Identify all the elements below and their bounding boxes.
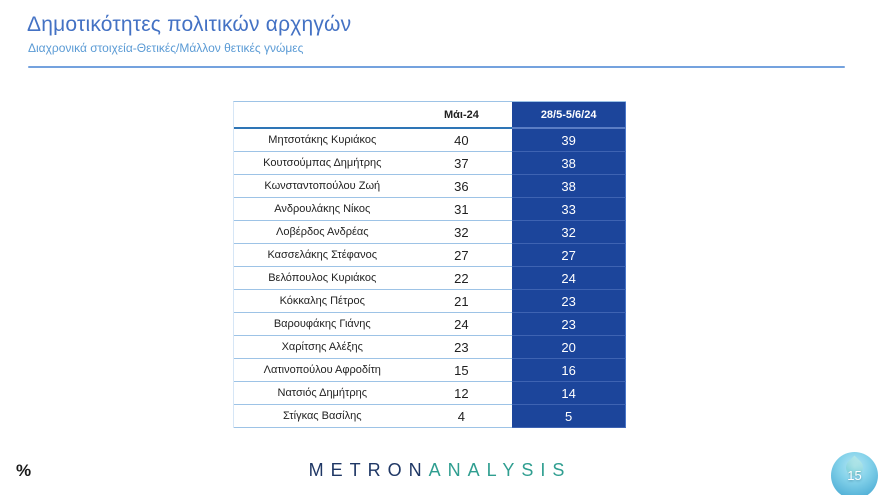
page-number: 15 xyxy=(847,468,862,483)
table-header-row: Μάι-24 28/5-5/6/24 xyxy=(234,102,626,129)
may24-value: 4 xyxy=(410,405,513,428)
table-row: Λοβέρδος Ανδρέας 32 32 xyxy=(234,221,626,244)
table-row: Νατσιός Δημήτρης 12 14 xyxy=(234,382,626,405)
jun24-value: 32 xyxy=(512,221,626,244)
may24-value: 31 xyxy=(410,198,513,221)
leader-name: Μητσοτάκης Κυριάκος xyxy=(234,129,411,152)
table-row: Ανδρουλάκης Νίκος 31 33 xyxy=(234,198,626,221)
table-row: Μητσοτάκης Κυριάκος 40 39 xyxy=(234,129,626,152)
leader-name: Στίγκας Βασίλης xyxy=(234,405,411,428)
page-subtitle: Διαχρονικά στοιχεία-Θετικές/Μάλλον θετικ… xyxy=(28,41,304,55)
leader-name: Βαρουφάκης Γιάνης xyxy=(234,313,411,336)
jun24-value: 24 xyxy=(512,267,626,290)
may24-value: 32 xyxy=(410,221,513,244)
table-row: Λατινοπούλου Αφροδίτη 15 16 xyxy=(234,359,626,382)
jun24-value: 23 xyxy=(512,290,626,313)
percent-label: % xyxy=(16,461,32,480)
may24-value: 36 xyxy=(410,175,513,198)
may24-value: 23 xyxy=(410,336,513,359)
jun24-value: 20 xyxy=(512,336,626,359)
may24-value: 27 xyxy=(410,244,513,267)
jun24-value: 38 xyxy=(512,152,626,175)
leader-name: Νατσιός Δημήτρης xyxy=(234,382,411,405)
may24-value: 22 xyxy=(410,267,513,290)
page-number-badge: 15 xyxy=(831,452,878,495)
jun24-value: 27 xyxy=(512,244,626,267)
leader-name: Κασσελάκης Στέφανος xyxy=(234,244,411,267)
metron-analysis-logo: METRONANALYSIS xyxy=(0,460,880,481)
leader-name: Κουτσούμπας Δημήτρης xyxy=(234,152,411,175)
table-row: Βαρουφάκης Γιάνης 24 23 xyxy=(234,313,626,336)
leader-name: Κόκκαλης Πέτρος xyxy=(234,290,411,313)
table-row: Κασσελάκης Στέφανος 27 27 xyxy=(234,244,626,267)
table-row: Χαρίτσης Αλέξης 23 20 xyxy=(234,336,626,359)
table-row: Κωνσταντοπούλου Ζωή 36 38 xyxy=(234,175,626,198)
may24-value: 24 xyxy=(410,313,513,336)
table-row: Κουτσούμπας Δημήτρης 37 38 xyxy=(234,152,626,175)
jun24-value: 39 xyxy=(512,129,626,152)
jun24-value: 5 xyxy=(512,405,626,428)
leader-name: Λατινοπούλου Αφροδίτη xyxy=(234,359,411,382)
title-divider xyxy=(28,66,845,68)
column-header-may24: Μάι-24 xyxy=(410,102,513,129)
may24-value: 21 xyxy=(410,290,513,313)
column-header-empty xyxy=(234,102,411,129)
may24-value: 40 xyxy=(410,129,513,152)
leader-name: Λοβέρδος Ανδρέας xyxy=(234,221,411,244)
table-row: Κόκκαλης Πέτρος 21 23 xyxy=(234,290,626,313)
jun24-value: 16 xyxy=(512,359,626,382)
table-row: Στίγκας Βασίλης 4 5 xyxy=(234,405,626,428)
logo-analysis-text: ANALYSIS xyxy=(428,460,572,480)
jun24-value: 38 xyxy=(512,175,626,198)
logo-metron-text: METRON xyxy=(308,460,429,480)
leader-name: Χαρίτσης Αλέξης xyxy=(234,336,411,359)
column-header-jun24: 28/5-5/6/24 xyxy=(512,102,626,129)
may24-value: 37 xyxy=(410,152,513,175)
may24-value: 12 xyxy=(410,382,513,405)
page-title: Δημοτικότητες πολιτικών αρχηγών xyxy=(27,13,352,36)
leader-name: Βελόπουλος Κυριάκος xyxy=(234,267,411,290)
popularity-table: Μάι-24 28/5-5/6/24 Μητσοτάκης Κυριάκος 4… xyxy=(233,101,626,428)
leader-name: Ανδρουλάκης Νίκος xyxy=(234,198,411,221)
jun24-value: 23 xyxy=(512,313,626,336)
leader-name: Κωνσταντοπούλου Ζωή xyxy=(234,175,411,198)
table-row: Βελόπουλος Κυριάκος 22 24 xyxy=(234,267,626,290)
jun24-value: 14 xyxy=(512,382,626,405)
may24-value: 15 xyxy=(410,359,513,382)
jun24-value: 33 xyxy=(512,198,626,221)
